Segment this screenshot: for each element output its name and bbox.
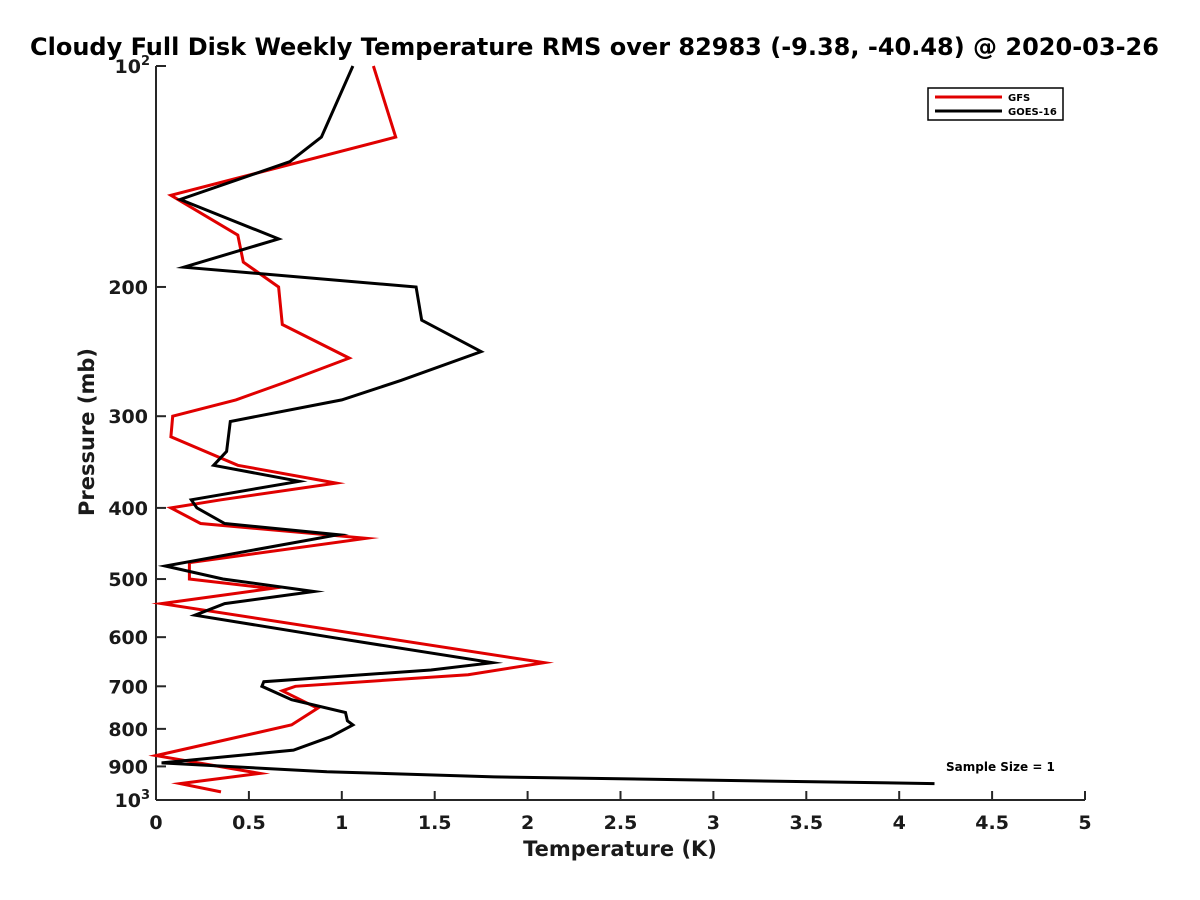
- x-tick-label: 3.5: [789, 812, 823, 834]
- series-group: [148, 65, 935, 794]
- y-tick-label: 400: [108, 498, 148, 520]
- y-tick-label: 500: [108, 569, 148, 591]
- x-tick-label: 0: [149, 812, 162, 834]
- x-tick-label: 4: [893, 812, 906, 834]
- series-line-gfs: [148, 65, 555, 794]
- y-axis: 102 200 300 400 500 600 700 800 900 103: [108, 54, 166, 812]
- x-tick-label: 1: [335, 812, 348, 834]
- x-tick-label: 5: [1078, 812, 1091, 834]
- plot-area: [155, 66, 1085, 801]
- y-tick-label: 700: [108, 676, 148, 698]
- x-tick-label: 1.5: [418, 812, 452, 834]
- legend-box: [927, 87, 1064, 121]
- x-tick-label: 4.5: [975, 812, 1009, 834]
- x-axis-label: Temperature (K): [523, 837, 717, 861]
- x-tick-label: 2.5: [604, 812, 638, 834]
- legend-label: GFS: [1008, 93, 1030, 104]
- legend: GFS GOES-16: [927, 87, 1064, 121]
- y-tick-label: 200: [108, 277, 148, 299]
- y-tick-label: 103: [115, 788, 151, 812]
- x-axis: 0 0.5 1 1.5 2 2.5 3 3.5 4 4.5 5: [149, 791, 1092, 834]
- x-tick-label: 0.5: [232, 812, 266, 834]
- series-line-goes-16: [157, 65, 935, 786]
- y-tick-label: 300: [108, 406, 148, 428]
- chart-title: Cloudy Full Disk Weekly Temperature RMS …: [30, 33, 1159, 61]
- y-tick-label: 900: [108, 756, 148, 778]
- x-tick-label: 2: [521, 812, 534, 834]
- y-tick-label: 600: [108, 627, 148, 649]
- sample-size-annotation: Sample Size = 1: [946, 760, 1055, 774]
- y-tick-label: 102: [115, 54, 151, 78]
- legend-label: GOES-16: [1008, 107, 1057, 118]
- y-axis-label: Pressure (mb): [75, 348, 99, 516]
- y-tick-label: 800: [108, 719, 148, 741]
- x-tick-label: 3: [707, 812, 720, 834]
